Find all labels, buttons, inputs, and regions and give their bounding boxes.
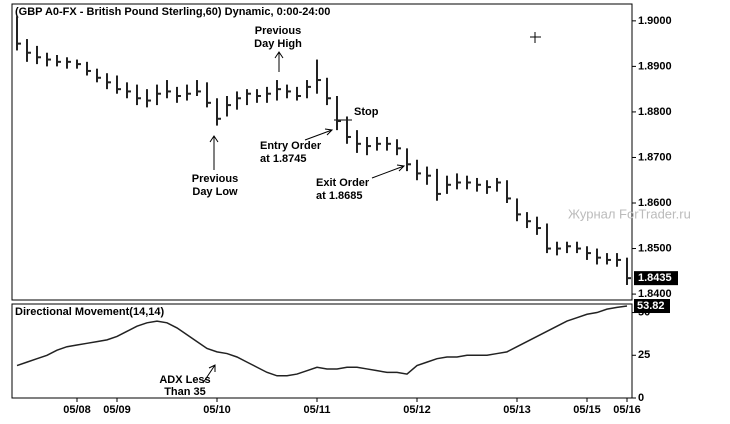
annotation: Day High [254,38,302,50]
y-tick-label: 1.8900 [638,60,672,72]
y-tick-label: 0 [638,392,644,404]
last-value-box [634,299,670,314]
adx-title: Directional Movement(14,14) [15,306,164,318]
annotation: Than 35 [164,386,206,398]
y-tick-label: 1.8700 [638,151,672,163]
x-tick-label: 05/15 [573,404,601,416]
y-tick-label: 25 [638,349,650,361]
annotation: Previous [192,173,238,185]
watermark: Журнал ForTrader.ru [568,206,691,221]
annotation: Entry Order [260,140,322,152]
x-tick-label: 05/12 [403,404,431,416]
crosshair [530,32,541,43]
y-tick-label: 1.8400 [638,288,672,300]
annotation: ADX Less [159,374,210,386]
last-price-label: 1.8435 [638,272,672,284]
annotation: Day Low [192,186,238,198]
x-tick-label: 05/16 [613,404,641,416]
annotation: Exit Order [316,177,370,189]
arrow [371,164,406,179]
x-tick-label: 05/09 [103,404,131,416]
arrow [202,364,216,384]
annotation: Previous [255,25,301,37]
price-title: (GBP A0-FX - British Pound Sterling,60) … [15,6,330,18]
x-tick-label: 05/10 [203,404,231,416]
y-tick-label: 1.8800 [638,106,672,118]
y-tick-label: 1.9000 [638,15,672,27]
arrow [209,135,219,170]
annotation: at 1.8685 [316,190,362,202]
x-tick-label: 05/08 [63,404,91,416]
y-tick-label: 1.8600 [638,197,672,209]
adx-line [16,305,628,377]
annotation: at 1.8745 [260,153,306,165]
last-price-box [634,271,678,286]
x-tick-label: 05/13 [503,404,531,416]
arrow [304,128,334,141]
adx-frame [11,303,633,399]
annotation: Stop [354,106,379,118]
x-tick-label: 05/11 [304,404,331,416]
price-frame [11,3,633,301]
arrow [274,51,284,72]
last-value-label: 53.82 [637,300,665,312]
y-tick-label: 1.8500 [638,242,672,254]
